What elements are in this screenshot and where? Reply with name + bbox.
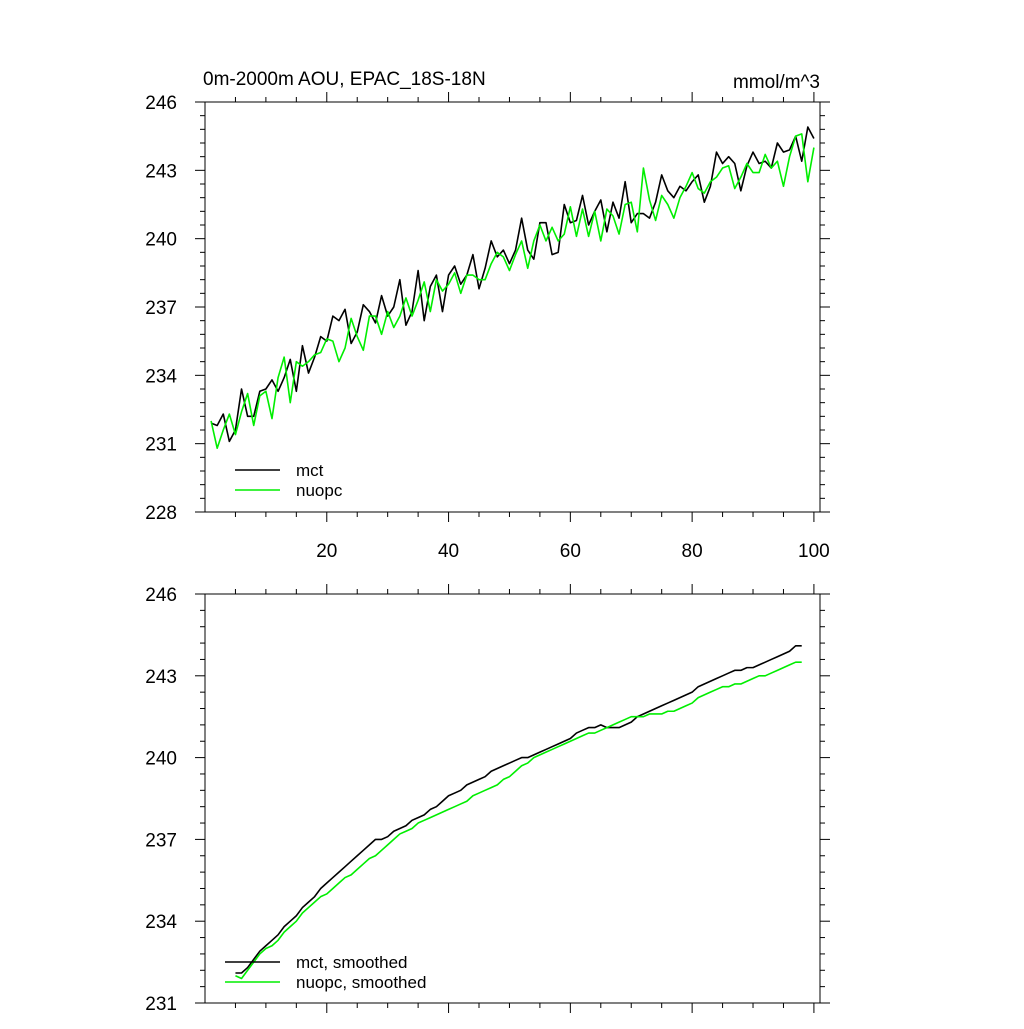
plot-frame (204, 593, 821, 1004)
series-line-mct (210, 126, 815, 443)
x-tick-label: 20 (316, 541, 337, 562)
y-tick-label: 231 (145, 994, 177, 1015)
series-line-mct-smoothed (235, 645, 802, 974)
legend-label-nuopc: nuopc (296, 481, 343, 500)
series-line-nuopc (210, 133, 815, 450)
x-tick-label: 40 (438, 541, 459, 562)
y-tick-label: 243 (145, 161, 177, 182)
x-tick-label: 80 (682, 541, 703, 562)
y-tick-label: 228 (145, 503, 177, 524)
y-tick-label: 231 (145, 435, 177, 456)
legend-label-mct-smoothed: mct, smoothed (296, 953, 408, 972)
y-tick-label: 243 (145, 667, 177, 688)
y-tick-label: 237 (145, 298, 177, 319)
legend-label-nuopc-smoothed: nuopc, smoothed (296, 973, 426, 992)
y-tick-label: 246 (145, 585, 177, 606)
y-tick-label: 240 (145, 230, 177, 251)
chart-title: 0m-2000m AOU, EPAC_18S-18N (203, 69, 486, 90)
y-tick-label: 234 (145, 366, 177, 387)
y-tick-label: 234 (145, 912, 177, 933)
plot-frame (204, 101, 821, 513)
x-tick-label: 100 (798, 541, 830, 562)
y-tick-label: 240 (145, 749, 177, 770)
legend-label-mct: mct (296, 461, 324, 480)
units-label: mmol/m^3 (733, 72, 820, 93)
series-line-nuopc-smoothed (235, 661, 802, 980)
y-tick-label: 237 (145, 830, 177, 851)
y-tick-label: 246 (145, 93, 177, 114)
x-tick-label: 60 (560, 541, 581, 562)
